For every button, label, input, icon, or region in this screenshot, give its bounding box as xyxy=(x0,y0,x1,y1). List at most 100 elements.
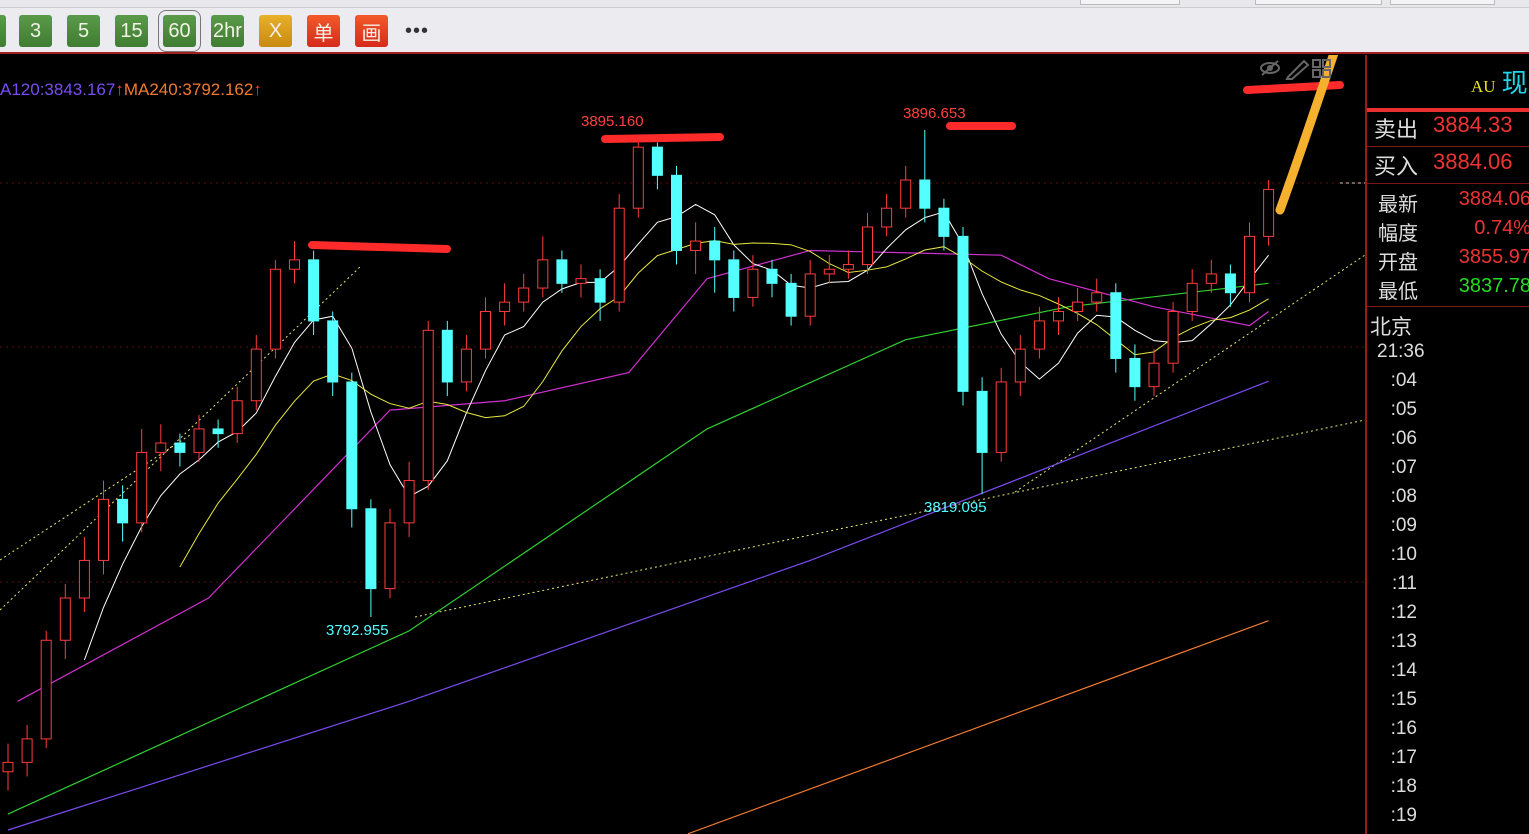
candle-body xyxy=(346,381,358,510)
period-button-3[interactable]: 3 xyxy=(19,15,52,47)
candle-body xyxy=(575,278,587,284)
time-tick: :13 xyxy=(1390,631,1417,652)
grid-icon[interactable] xyxy=(1312,59,1331,78)
candle-body xyxy=(613,207,625,303)
candle-body xyxy=(1091,292,1103,303)
candle xyxy=(365,499,377,617)
candle-body xyxy=(403,480,415,524)
candle-body xyxy=(308,259,320,322)
candle xyxy=(250,334,262,411)
candle-body xyxy=(862,226,873,266)
ma-line xyxy=(7,282,1269,815)
candle xyxy=(231,386,243,444)
draw-button[interactable]: 画 xyxy=(355,15,388,47)
candle xyxy=(862,212,873,274)
candle-body xyxy=(785,282,797,317)
candle xyxy=(613,194,625,312)
candle-body xyxy=(480,311,491,350)
candle-body xyxy=(804,273,816,317)
candle xyxy=(957,226,969,406)
ma120-arrow: ↑ xyxy=(115,80,124,99)
period-button-2hr[interactable]: 2hr xyxy=(211,15,244,47)
candle xyxy=(59,583,71,660)
time-tick: :12 xyxy=(1390,602,1417,623)
candle-body xyxy=(231,400,243,435)
candle xyxy=(1091,278,1103,312)
time-tick: :05 xyxy=(1390,399,1417,420)
candle-body xyxy=(747,268,759,298)
time-tick: :19 xyxy=(1390,805,1417,826)
candle-body xyxy=(365,508,377,590)
candle xyxy=(1014,334,1026,397)
eye-off-icon[interactable] xyxy=(1260,60,1280,76)
red-highlight-stroke xyxy=(601,133,724,143)
stat-label: 最低 xyxy=(1378,281,1418,303)
order-button[interactable]: 单 xyxy=(307,15,340,47)
candle-body xyxy=(919,179,931,209)
top-strip-button[interactable] xyxy=(1390,0,1495,5)
candle-body xyxy=(1033,320,1045,350)
candle xyxy=(1110,283,1122,373)
trendline xyxy=(414,419,1365,618)
period-button-5[interactable]: 5 xyxy=(67,15,100,47)
sell-row[interactable]: 卖出 3884.33 xyxy=(1367,112,1529,144)
trendline xyxy=(0,434,191,561)
candle xyxy=(842,250,854,279)
time-tick: :06 xyxy=(1390,428,1417,449)
time-tick: :15 xyxy=(1390,689,1417,710)
red-highlight-stroke xyxy=(308,241,451,253)
candle xyxy=(594,269,606,321)
candle-body xyxy=(1072,301,1084,313)
candle xyxy=(21,724,33,777)
symbol-title: AU 现 xyxy=(1471,63,1528,100)
timezone-city: 北京 xyxy=(1370,316,1412,339)
period-button-15[interactable]: 15 xyxy=(115,15,148,47)
candle-body xyxy=(212,428,224,435)
time-tick: :09 xyxy=(1390,515,1417,536)
candle-body xyxy=(690,240,702,251)
candle xyxy=(747,255,759,307)
top-strip-button[interactable] xyxy=(1255,0,1382,5)
candle-body xyxy=(537,259,549,289)
candle xyxy=(556,250,568,293)
candle xyxy=(518,273,530,312)
candlestick-chart[interactable] xyxy=(0,55,1365,834)
window-top-strip xyxy=(0,0,1529,8)
hand-drawn-annotations xyxy=(308,55,1344,253)
candle-body xyxy=(518,287,530,303)
candle xyxy=(499,283,511,326)
candle xyxy=(1148,349,1160,397)
pencil-icon[interactable] xyxy=(1285,59,1310,80)
period-button-partial[interactable] xyxy=(0,15,6,47)
stat-value: 3884.06 xyxy=(1458,188,1529,210)
candle xyxy=(155,424,167,472)
stat-row: 开盘 3855.97 xyxy=(1367,246,1529,275)
candle-body xyxy=(556,259,568,284)
top-strip-button[interactable] xyxy=(1080,0,1180,5)
candle xyxy=(40,630,52,749)
stat-label: 幅度 xyxy=(1378,223,1418,245)
candle xyxy=(785,273,797,326)
candle-body xyxy=(671,174,682,251)
candle-body xyxy=(269,268,281,350)
period-button-60[interactable]: 60 xyxy=(158,10,201,52)
candle-body xyxy=(460,348,472,383)
candle xyxy=(1053,297,1064,335)
candle-body xyxy=(117,498,129,524)
time-tick: :10 xyxy=(1390,544,1417,565)
MA240-line xyxy=(687,620,1269,834)
candle xyxy=(881,194,893,237)
MA120-line xyxy=(7,380,1269,831)
candle xyxy=(575,264,587,298)
buy-row[interactable]: 买入 3884.06 xyxy=(1367,149,1529,181)
time-tick: :07 xyxy=(1390,457,1417,478)
close-x-button[interactable]: X xyxy=(259,15,292,47)
trendline xyxy=(1014,254,1365,493)
candle xyxy=(1033,306,1045,359)
more-button[interactable]: ••• xyxy=(405,20,430,42)
symbol-code: AU xyxy=(1471,77,1496,96)
candle xyxy=(1129,344,1141,401)
candle-body xyxy=(59,597,71,641)
time-tick: :14 xyxy=(1390,660,1417,681)
candle-body xyxy=(1014,348,1026,383)
